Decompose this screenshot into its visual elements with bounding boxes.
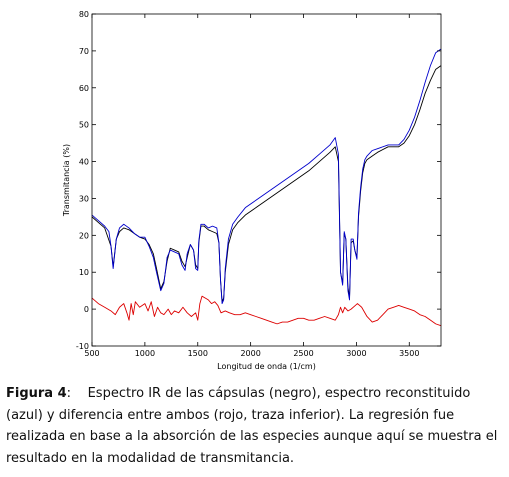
y-tick-label: 80 (79, 10, 89, 19)
x-tick-label: 500 (84, 349, 99, 358)
ticks-layer: 500 1000 1500 2000 2500 3000 3500 -10 0 10 20 30 40 5… (76, 10, 441, 358)
x-tick-label: 2000 (240, 349, 260, 358)
y-tick-label: -10 (76, 342, 89, 351)
y-tick-label: 60 (79, 84, 89, 93)
x-axis-label: Longitud de onda (1/cm) (217, 362, 316, 371)
y-tick-label: 40 (79, 158, 89, 167)
y-axis-label: Transmitancia (%) (62, 144, 71, 217)
y-tick-label: 10 (79, 268, 89, 277)
y-tick-label: 0 (84, 305, 89, 314)
y-tick-label: 20 (79, 231, 89, 240)
series-line-0 (91, 65, 442, 303)
x-tick-label: 1000 (135, 349, 155, 358)
series-line-1 (91, 48, 442, 305)
series-line-2 (91, 295, 442, 327)
x-tick-label: 1500 (188, 349, 208, 358)
y-tick-label: 50 (79, 121, 89, 130)
plot-frame (91, 13, 442, 347)
caption-text: Espectro IR de las cápsulas (negro), esp… (6, 386, 498, 466)
figure-caption: Figura 4: Espectro IR de las cápsulas (n… (6, 383, 506, 469)
caption-separator: : (66, 386, 72, 401)
plot-area (92, 14, 441, 346)
x-tick-label: 3500 (399, 349, 419, 358)
y-tick-label: 30 (79, 194, 89, 203)
caption-label: Figura 4 (6, 386, 67, 401)
ir-spectrum-chart: 500 1000 1500 2000 2500 3000 3500 -10 0 10 20 30 40 5… (62, 10, 442, 371)
series-layer (91, 48, 442, 327)
x-tick-label: 2500 (293, 349, 313, 358)
y-tick-label: 70 (79, 47, 89, 56)
x-tick-label: 3000 (346, 349, 366, 358)
